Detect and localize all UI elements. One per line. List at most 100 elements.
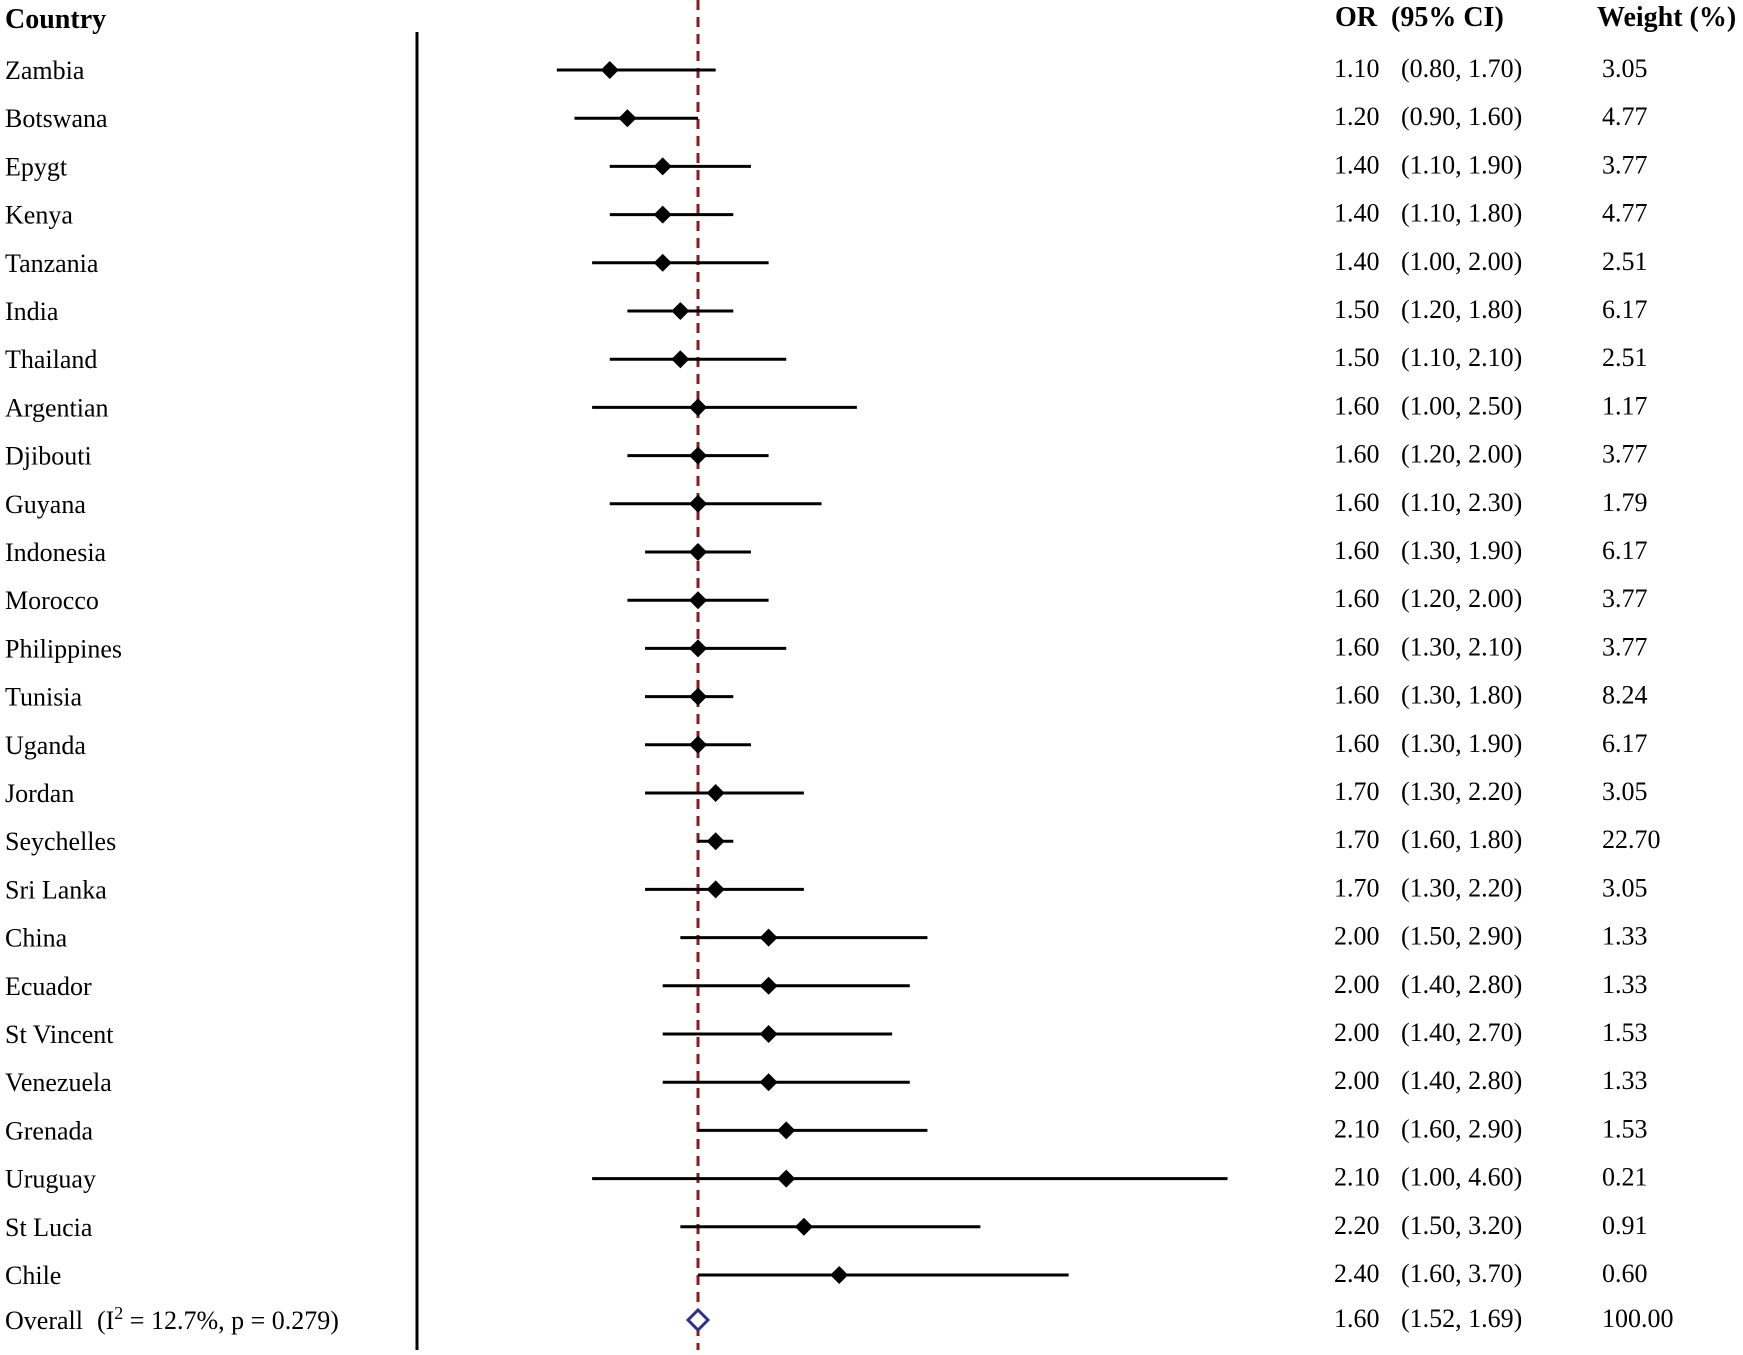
overall-row: Overall (I2 = 12.7%, p = 0.279) 1.60 (1.5… (5, 1303, 1674, 1335)
overall-label: Overall (I2 = 12.7%, p = 0.279) (5, 1303, 339, 1335)
weight-value: 3.77 (1602, 440, 1648, 469)
weight-value: 0.91 (1602, 1211, 1648, 1240)
point-estimate-marker (618, 109, 637, 128)
country-label: Sri Lanka (5, 875, 107, 904)
ci-value: (1.00, 2.50) (1401, 391, 1522, 420)
or-value: 1.50 (1334, 343, 1380, 372)
ci-value: (0.90, 1.60) (1401, 102, 1522, 131)
weight-value: 22.70 (1602, 825, 1661, 854)
study-row: Epygt 1.40 (1.10, 1.90) 3.77 (5, 150, 1648, 181)
country-label: Zambia (5, 56, 85, 85)
country-label: Thailand (5, 345, 97, 374)
ci-value: (1.30, 2.20) (1401, 777, 1522, 806)
study-row: Tunisia 1.60 (1.30, 1.80) 8.24 (5, 681, 1648, 712)
weight-value: 3.77 (1602, 632, 1648, 661)
point-estimate-marker (689, 543, 707, 561)
point-estimate-marker (759, 928, 778, 947)
ci-value: (1.60, 2.90) (1401, 1114, 1522, 1143)
ci-value: (1.30, 1.80) (1401, 681, 1522, 710)
or-value: 2.10 (1334, 1163, 1380, 1192)
ci-value: (1.40, 2.80) (1401, 970, 1522, 999)
study-row: Sri Lanka 1.70 (1.30, 2.20) 3.05 (5, 873, 1648, 904)
weight-value: 3.05 (1602, 873, 1648, 902)
country-label: Uganda (5, 731, 86, 760)
point-estimate-marker (689, 398, 707, 417)
or-value: 1.40 (1334, 247, 1380, 276)
or-value: 1.40 (1334, 199, 1380, 228)
overall-or: 1.60 (1334, 1304, 1380, 1333)
country-label: Kenya (5, 201, 73, 230)
weight-value: 3.05 (1602, 54, 1648, 83)
ci-value: (1.10, 1.90) (1401, 150, 1522, 179)
study-row: Argentian 1.60 (1.00, 2.50) 1.17 (5, 391, 1648, 422)
ci-value: (1.20, 2.00) (1401, 440, 1522, 469)
study-row: Uganda 1.60 (1.30, 1.90) 6.17 (5, 729, 1648, 760)
study-rows: Zambia 1.10 (0.80, 1.70) 3.05 Botswana 1.20 (0… (5, 54, 1661, 1290)
country-label: Morocco (5, 586, 99, 615)
weight-value: 1.17 (1602, 391, 1648, 420)
or-value: 2.20 (1334, 1211, 1380, 1240)
study-row: Morocco 1.60 (1.20, 2.00) 3.77 (5, 584, 1648, 615)
point-estimate-marker (706, 880, 725, 899)
or-value: 2.00 (1334, 922, 1380, 951)
or-value: 1.40 (1334, 150, 1380, 179)
overall-diamond (685, 1307, 711, 1333)
point-estimate-marker (671, 302, 690, 320)
ci-value: (1.10, 2.10) (1401, 343, 1522, 372)
or-value: 2.10 (1334, 1114, 1380, 1143)
study-row: India 1.50 (1.20, 1.80) 6.17 (5, 295, 1648, 326)
or-value: 1.50 (1334, 295, 1380, 324)
or-value: 1.60 (1334, 536, 1380, 565)
header-country: Country (5, 4, 106, 35)
country-label: China (5, 924, 68, 953)
country-label: Djibouti (5, 442, 92, 471)
point-estimate-marker (653, 253, 672, 272)
overall-i2-prefix: (I (97, 1306, 114, 1335)
or-value: 1.70 (1334, 777, 1380, 806)
overall-label-text: Overall (5, 1306, 83, 1335)
or-value: 1.60 (1334, 681, 1380, 710)
point-estimate-marker (689, 591, 707, 610)
study-row: Thailand 1.50 (1.10, 2.10) 2.51 (5, 343, 1648, 374)
weight-value: 1.33 (1602, 970, 1648, 999)
or-value: 1.60 (1334, 729, 1380, 758)
study-row: Botswana 1.20 (0.90, 1.60) 4.77 (5, 102, 1648, 133)
ci-value: (1.60, 3.70) (1401, 1259, 1522, 1288)
country-label: St Lucia (5, 1213, 93, 1242)
country-label: India (5, 297, 59, 326)
study-row: Ecuador 2.00 (1.40, 2.80) 1.33 (5, 970, 1648, 1001)
or-value: 1.60 (1334, 440, 1380, 469)
country-label: Chile (5, 1261, 61, 1290)
study-row: Djibouti 1.60 (1.20, 2.00) 3.77 (5, 440, 1648, 471)
weight-value: 0.21 (1602, 1163, 1648, 1192)
point-estimate-marker (706, 832, 725, 851)
or-value: 2.40 (1334, 1259, 1380, 1288)
point-estimate-marker (777, 1121, 796, 1140)
or-value: 1.70 (1334, 825, 1380, 854)
country-label: Argentian (5, 393, 109, 422)
weight-value: 1.53 (1602, 1018, 1648, 1047)
weight-value: 1.33 (1602, 1066, 1648, 1095)
study-row: St Vincent 2.00 (1.40, 2.70) 1.53 (5, 1018, 1648, 1049)
weight-value: 3.77 (1602, 150, 1648, 179)
study-row: China 2.00 (1.50, 2.90) 1.33 (5, 922, 1648, 953)
country-label: Grenada (5, 1116, 94, 1145)
study-row: Chile 2.40 (1.60, 3.70) 0.60 (5, 1259, 1648, 1290)
ci-value: (1.20, 2.00) (1401, 584, 1522, 613)
country-label: Seychelles (5, 827, 116, 856)
header-or-ci: OR (95% CI) (1335, 2, 1504, 33)
country-label: Uruguay (5, 1165, 96, 1194)
study-row: Uruguay 2.10 (1.00, 4.60) 0.21 (5, 1163, 1648, 1194)
study-row: Zambia 1.10 (0.80, 1.70) 3.05 (5, 54, 1648, 85)
weight-value: 4.77 (1602, 102, 1648, 131)
country-label: Venezuela (5, 1068, 112, 1097)
study-row: Kenya 1.40 (1.10, 1.80) 4.77 (5, 199, 1648, 230)
ci-value: (1.40, 2.80) (1401, 1066, 1522, 1095)
point-estimate-marker (600, 61, 619, 79)
point-estimate-marker (653, 157, 672, 176)
ci-value: (1.50, 2.90) (1401, 922, 1522, 951)
or-value: 1.20 (1334, 102, 1380, 131)
country-label: Epygt (5, 152, 68, 181)
or-value: 2.00 (1334, 970, 1380, 999)
weight-value: 2.51 (1602, 247, 1648, 276)
